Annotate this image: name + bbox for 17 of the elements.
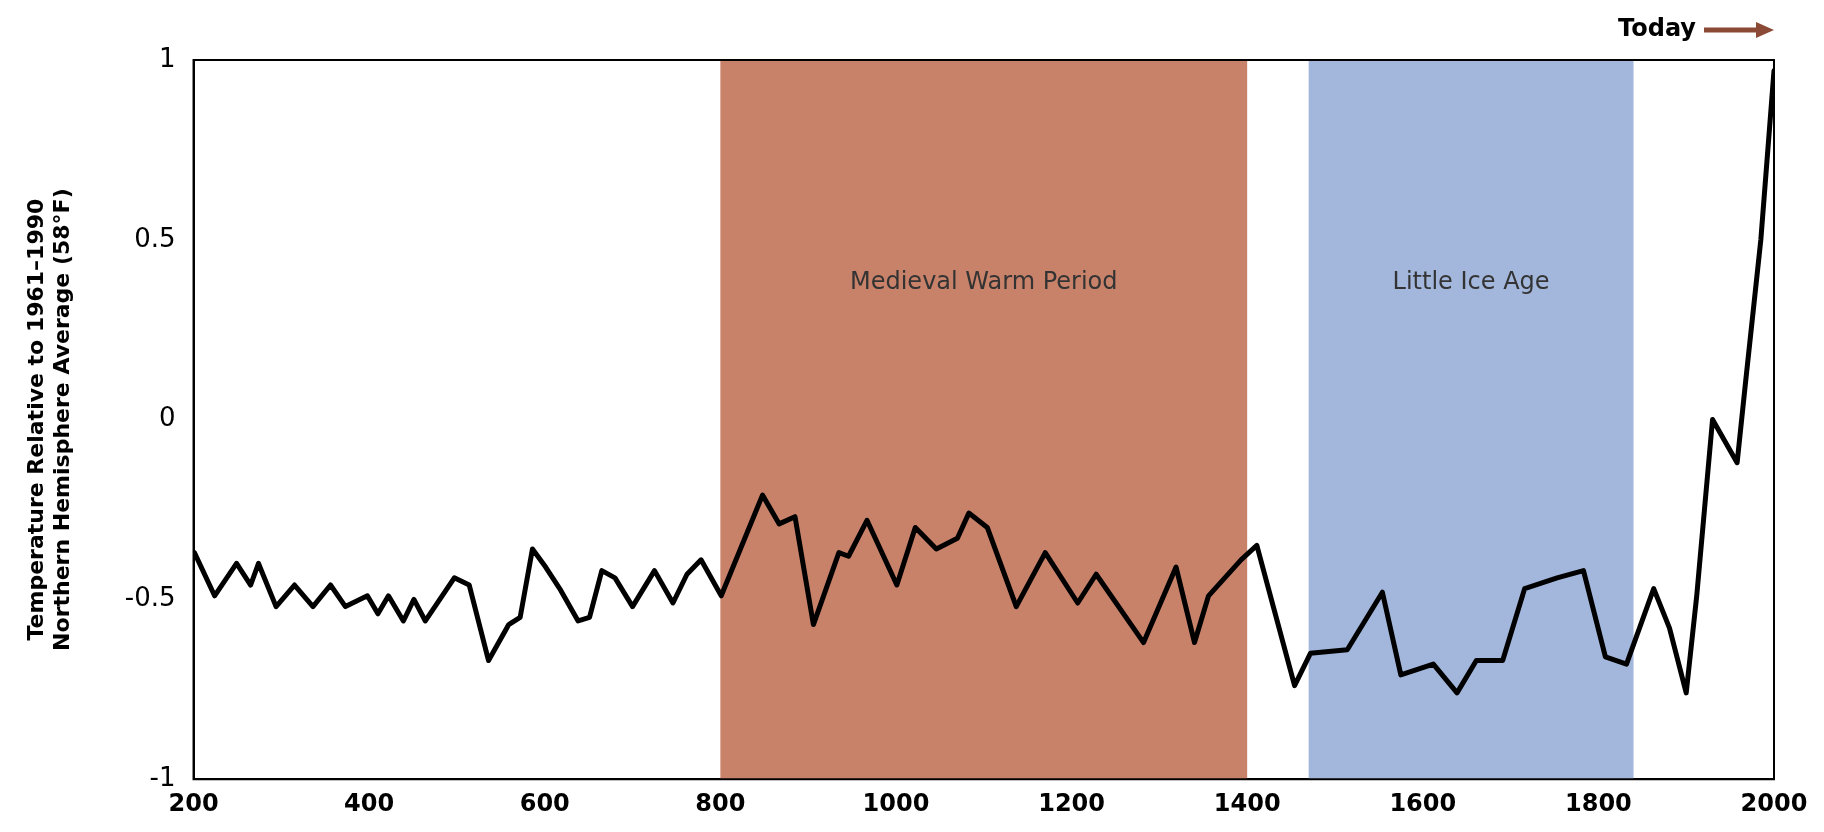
y-axis-title: Temperature Relative to 1961–1990 Northern Hemisphere Average (58°F) <box>22 188 75 651</box>
band-label: Little Ice Age <box>1392 267 1550 296</box>
x-tick-label: 400 <box>344 788 395 817</box>
y-tick-label: 0.5 <box>134 222 176 253</box>
x-tick-label: 1200 <box>1038 788 1105 817</box>
x-tick-label: 1600 <box>1389 788 1457 817</box>
x-tick-label: 1000 <box>862 788 930 817</box>
y-tick-label: 0 <box>158 402 176 433</box>
band-label: Medieval Warm Period <box>849 267 1118 296</box>
x-tick-label: 600 <box>519 788 570 817</box>
text: Today <box>1618 14 1697 43</box>
x-tick-label: 1400 <box>1213 788 1281 817</box>
y-tick-label: -0.5 <box>124 582 176 613</box>
x-tick-label: 800 <box>695 788 746 817</box>
y-tick-label: 1 <box>158 42 176 73</box>
x-tick-label: 1800 <box>1564 788 1632 817</box>
x-tick-label: 2000 <box>1740 788 1808 817</box>
